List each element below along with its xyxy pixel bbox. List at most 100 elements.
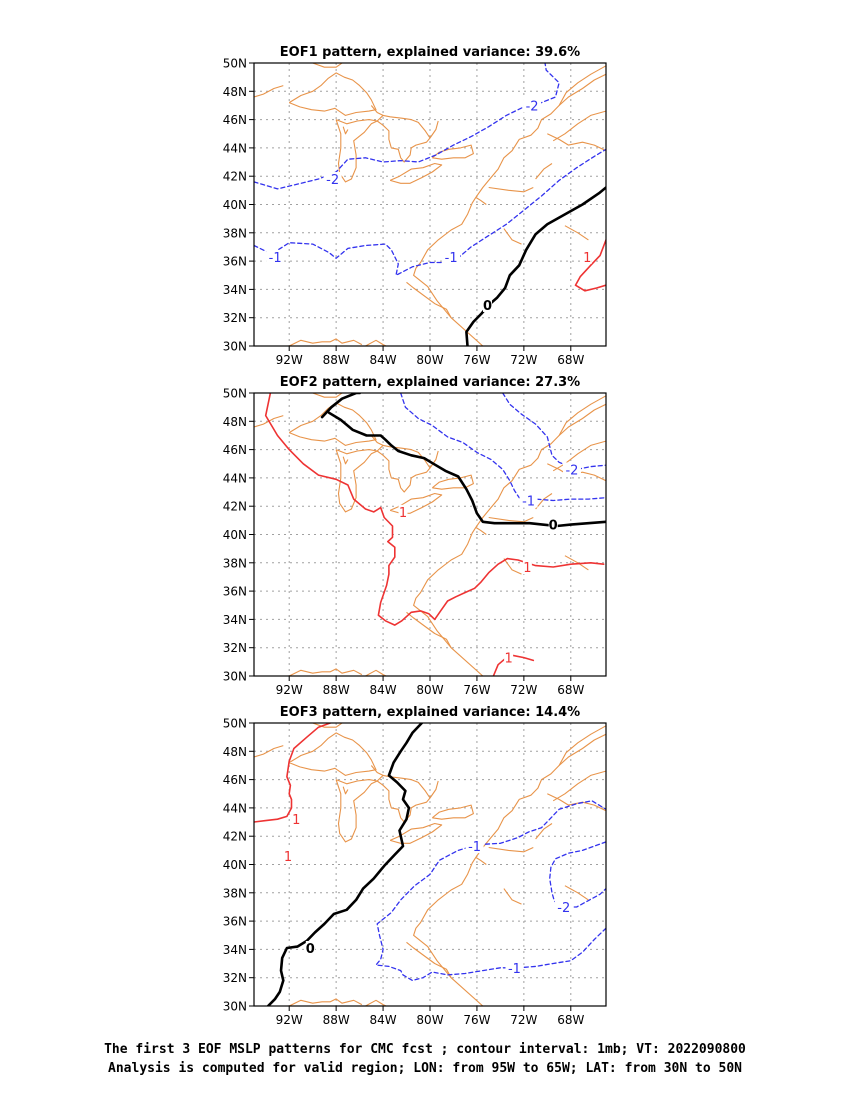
lat-tick-label: 36N bbox=[223, 915, 247, 929]
coastline-segment bbox=[429, 120, 439, 139]
contour-label-bg bbox=[291, 812, 301, 827]
lon-tick-label: 72W bbox=[510, 353, 537, 367]
graticule bbox=[254, 63, 606, 346]
coastline-segment bbox=[312, 63, 343, 68]
coastline-segment bbox=[431, 804, 474, 820]
contour-label: 1 bbox=[523, 561, 531, 576]
coastline-segment bbox=[406, 611, 452, 648]
contour-line-neg bbox=[254, 63, 560, 190]
lon-tick-label: 76W bbox=[463, 353, 490, 367]
contour-line-neg bbox=[400, 393, 606, 502]
coastline-segment bbox=[288, 72, 377, 116]
coastline-segment bbox=[288, 998, 363, 1006]
coastline-segment bbox=[535, 823, 553, 840]
coastline-segment bbox=[288, 668, 363, 676]
contour-label: -2 bbox=[526, 99, 539, 114]
coastline-segment bbox=[488, 846, 534, 853]
eof-panel-3: EOF3 pattern, explained variance: 14.4% 0… bbox=[223, 705, 607, 1027]
lon-tick-label: 92W bbox=[276, 683, 303, 697]
lat-tick-label: 48N bbox=[223, 415, 247, 429]
contour-line-neg bbox=[549, 841, 606, 908]
caption-line-1: The first 3 EOF MSLP patterns for CMC fc… bbox=[104, 1042, 746, 1057]
lon-tick-label: 84W bbox=[369, 1013, 396, 1027]
lat-tick-label: 32N bbox=[223, 641, 247, 655]
contour-label: 1 bbox=[399, 506, 407, 521]
lon-tick-label: 68W bbox=[557, 683, 584, 697]
lat-tick-label: 48N bbox=[223, 745, 247, 759]
lon-tick-label: 72W bbox=[510, 683, 537, 697]
contour-label: -2 bbox=[557, 901, 570, 916]
lat-tick-label: 42N bbox=[223, 830, 247, 844]
coastlines bbox=[254, 63, 606, 346]
coastline-segment bbox=[547, 133, 606, 152]
lat-tick-label: 36N bbox=[223, 255, 247, 269]
lat-tick-label: 44N bbox=[223, 141, 247, 155]
lon-tick-label: 88W bbox=[323, 353, 350, 367]
lat-tick-label: 40N bbox=[223, 858, 247, 872]
panel-title: EOF2 pattern, explained variance: 27.3% bbox=[280, 375, 580, 390]
contours: 1 1 1 0 -1 -2 bbox=[264, 393, 606, 676]
contour-label: -2 bbox=[565, 463, 578, 478]
contour-label-bg bbox=[554, 899, 573, 914]
lon-tick-label: 76W bbox=[463, 683, 490, 697]
coastline-segment bbox=[552, 440, 606, 472]
lon-tick-label: 84W bbox=[369, 353, 396, 367]
graticule bbox=[254, 393, 606, 676]
lon-tick-label: 80W bbox=[416, 683, 443, 697]
coastline-segment bbox=[365, 669, 388, 676]
contour-label: -1 bbox=[468, 840, 481, 855]
coastline-segment bbox=[406, 941, 452, 978]
contour-label-bg bbox=[323, 172, 342, 187]
coastline-segment bbox=[342, 126, 349, 135]
contour-label-bg bbox=[504, 650, 514, 665]
coastline-segment bbox=[389, 492, 443, 514]
lat-tick-label: 40N bbox=[223, 528, 247, 542]
contour-label-bg bbox=[442, 249, 461, 264]
panel-title: EOF1 pattern, explained variance: 39.6% bbox=[280, 45, 580, 60]
coastline-segment bbox=[558, 65, 606, 106]
contour-label: 0 bbox=[483, 299, 492, 314]
contour-line-pos bbox=[574, 239, 606, 292]
lon-tick-label: 80W bbox=[416, 353, 443, 367]
coastline-segment bbox=[564, 555, 589, 571]
coastline-segment bbox=[552, 770, 606, 802]
contour-label: -2 bbox=[326, 173, 339, 188]
contour-label: -1 bbox=[508, 962, 521, 977]
coastline-segment bbox=[288, 732, 377, 776]
eof-panel-2: EOF2 pattern, explained variance: 27.3% 1… bbox=[223, 375, 607, 697]
coastline-segment bbox=[475, 196, 487, 205]
lat-tick-label: 32N bbox=[223, 971, 247, 985]
lat-tick-label: 38N bbox=[223, 226, 247, 240]
lat-tick-label: 38N bbox=[223, 886, 247, 900]
contour-label: 1 bbox=[292, 813, 300, 828]
coastline-segment bbox=[370, 105, 384, 116]
contour-line-pos bbox=[264, 393, 605, 626]
coastline-segment bbox=[475, 856, 487, 865]
contour-line-zero bbox=[320, 393, 361, 419]
lon-tick-label: 88W bbox=[323, 1013, 350, 1027]
lon-tick-label: 92W bbox=[276, 1013, 303, 1027]
eof-panel-1: EOF1 pattern, explained variance: 39.6% -… bbox=[223, 45, 607, 367]
coastline-segment bbox=[558, 725, 606, 766]
eof-maps-figure: EOF1 pattern, explained variance: 39.6% -… bbox=[223, 45, 607, 1027]
lon-tick-label: 92W bbox=[276, 353, 303, 367]
lat-tick-label: 46N bbox=[223, 443, 247, 457]
contour-label-bg bbox=[519, 493, 538, 508]
contour-label-bg bbox=[522, 560, 532, 575]
contour-label-bg bbox=[482, 297, 492, 312]
lat-tick-label: 30N bbox=[223, 670, 247, 684]
lat-tick-label: 34N bbox=[223, 613, 247, 627]
coastline-segment bbox=[503, 228, 522, 245]
lat-tick-label: 42N bbox=[223, 500, 247, 514]
lon-tick-label: 76W bbox=[463, 1013, 490, 1027]
contour-label-bg bbox=[465, 839, 484, 854]
contour-line-neg bbox=[254, 148, 606, 276]
contours: -2 -2 -1 -1 0 1 bbox=[254, 63, 606, 346]
contour-line-neg bbox=[375, 800, 606, 982]
coastline-segment bbox=[376, 114, 431, 163]
lat-tick-label: 30N bbox=[223, 340, 247, 354]
contour-line-neg bbox=[502, 393, 606, 471]
contour-label-bg bbox=[398, 504, 408, 519]
contour-label-bg bbox=[266, 249, 285, 264]
coastline-segment bbox=[389, 162, 443, 184]
